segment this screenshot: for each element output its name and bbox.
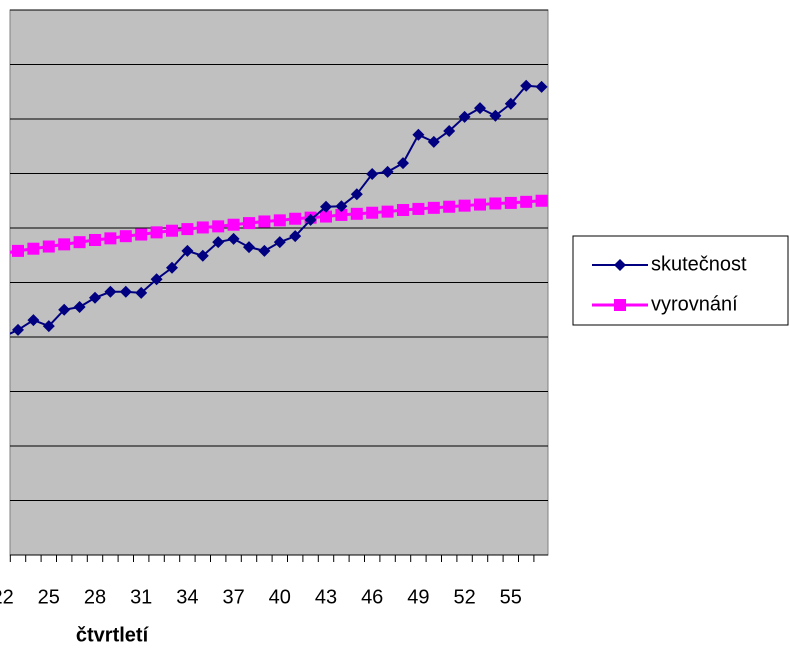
- x-tick-label: 46: [361, 586, 383, 608]
- marker: [135, 228, 148, 241]
- marker: [150, 226, 163, 239]
- x-tick-label: 34: [176, 586, 198, 608]
- x-tick-label: 25: [38, 586, 60, 608]
- marker: [504, 196, 517, 209]
- marker: [350, 188, 363, 201]
- x-tick-label: 52: [453, 586, 475, 608]
- marker: [489, 197, 502, 210]
- x-tick-label: 31: [130, 586, 152, 608]
- marker: [227, 218, 240, 231]
- marker: [335, 208, 348, 221]
- marker: [0, 331, 9, 343]
- marker: [0, 248, 9, 260]
- marker: [381, 205, 394, 218]
- marker: [27, 242, 40, 255]
- marker: [474, 102, 486, 115]
- marker: [104, 232, 117, 245]
- x-tick-label: 43: [315, 586, 337, 608]
- marker: [520, 79, 533, 92]
- marker: [58, 303, 71, 316]
- legend: [572, 235, 789, 326]
- marker: [227, 232, 240, 245]
- marker: [273, 236, 286, 249]
- marker: [397, 204, 409, 217]
- x-tick-label: 22: [0, 586, 14, 608]
- marker: [150, 273, 163, 286]
- marker: [104, 285, 117, 298]
- marker: [427, 201, 440, 214]
- x-axis-title: čtvrtletí: [76, 624, 150, 646]
- marker: [27, 314, 40, 327]
- marker: [443, 124, 456, 137]
- marker: [458, 110, 471, 123]
- marker: [166, 224, 178, 237]
- marker: [212, 236, 225, 249]
- marker: [504, 97, 517, 110]
- marker: [489, 109, 502, 122]
- marker: [289, 212, 302, 225]
- marker: [42, 320, 55, 333]
- marker: [320, 210, 332, 223]
- legend-label: vyrovnání: [651, 293, 738, 315]
- marker: [73, 301, 86, 314]
- marker: [474, 198, 486, 211]
- x-tick-label: 55: [500, 586, 522, 608]
- marker: [119, 285, 132, 298]
- marker: [243, 241, 255, 254]
- marker: [58, 238, 71, 251]
- marker: [89, 291, 101, 304]
- x-tick-label: 40: [269, 586, 291, 608]
- marker: [320, 200, 332, 213]
- marker: [335, 200, 348, 213]
- marker: [258, 244, 271, 257]
- marker: [196, 249, 209, 262]
- x-tick-label: 49: [407, 586, 429, 608]
- marker: [397, 157, 409, 170]
- marker: [12, 323, 24, 336]
- marker: [196, 221, 209, 234]
- legend-marker: [614, 259, 626, 271]
- marker: [427, 135, 440, 148]
- marker: [443, 200, 456, 213]
- legend-marker: [614, 299, 626, 311]
- marker: [535, 194, 548, 207]
- marker: [520, 195, 533, 208]
- marker: [366, 206, 379, 219]
- x-tick-label: 28: [84, 586, 106, 608]
- marker: [350, 207, 363, 220]
- marker: [458, 199, 471, 212]
- marker: [412, 202, 425, 215]
- marker: [135, 286, 148, 299]
- marker: [12, 244, 24, 257]
- marker: [243, 217, 255, 230]
- marker: [166, 261, 178, 274]
- legend-label: skutečnost: [651, 253, 747, 275]
- marker: [181, 223, 194, 236]
- marker: [381, 165, 394, 178]
- marker: [273, 214, 286, 227]
- marker: [366, 168, 379, 181]
- marker: [289, 230, 302, 243]
- marker: [119, 230, 132, 243]
- marker: [304, 213, 317, 226]
- marker: [412, 128, 425, 141]
- marker: [535, 80, 548, 93]
- marker: [42, 240, 55, 253]
- marker: [181, 244, 194, 257]
- marker: [89, 233, 101, 246]
- marker: [258, 215, 271, 228]
- marker: [73, 236, 86, 249]
- x-tick-label: 37: [222, 586, 244, 608]
- marker: [212, 220, 225, 233]
